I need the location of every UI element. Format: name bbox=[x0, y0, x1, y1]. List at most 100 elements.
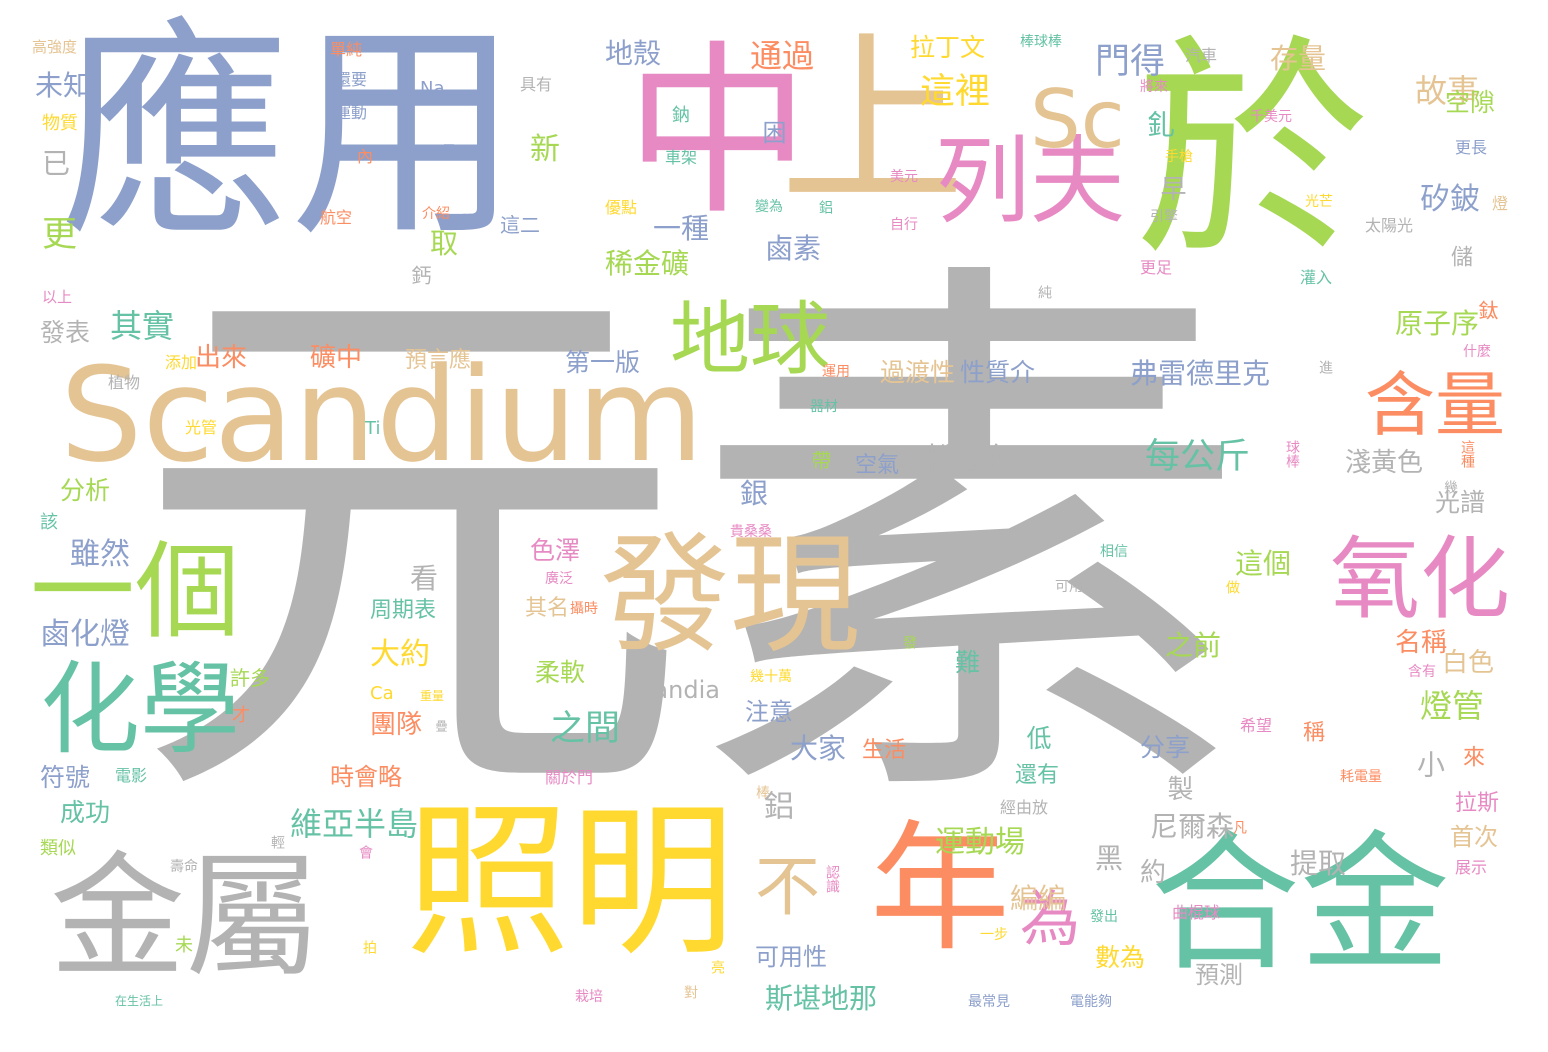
word-9ed1: 黑 bbox=[1095, 842, 1124, 875]
word-98108a0061c9: 預言應 bbox=[405, 348, 472, 373]
word-8a8d8b58: 認識 bbox=[824, 865, 840, 893]
word-592a967d5149: 太陽光 bbox=[1365, 216, 1414, 235]
word-7a7a6c23: 空氣 bbox=[855, 453, 900, 478]
word-95dc65bc9580: 關於門 bbox=[545, 768, 594, 787]
word-51776709: 具有 bbox=[520, 75, 553, 94]
word-na: Na bbox=[420, 78, 445, 99]
word-7b26865f: 符號 bbox=[40, 763, 91, 792]
word-sc: Sc bbox=[1030, 73, 1125, 166]
word-624d: 才 bbox=[229, 705, 250, 723]
word-7d937531653e: 經由放 bbox=[1000, 798, 1049, 817]
word-904b7528: 運用 bbox=[822, 364, 850, 380]
word-91cd91cf: 重量 bbox=[420, 689, 445, 703]
word-767c51fa: 發出 bbox=[1090, 909, 1118, 925]
word-51437d20: 元素 bbox=[130, 219, 1250, 871]
word-53d6: 取 bbox=[430, 227, 459, 260]
word-740368d2: 球棒 bbox=[1284, 440, 1300, 468]
word-90846709: 還有 bbox=[1015, 763, 1060, 788]
word-60278cea4ecb: 性質介 bbox=[960, 358, 1036, 387]
word-51498b5c: 光譜 bbox=[1435, 488, 1486, 517]
word-52066790: 分析 bbox=[60, 476, 111, 505]
word-5c55793a: 展示 bbox=[1455, 858, 1488, 877]
word-540891d1: 合金 bbox=[1150, 818, 1451, 992]
word-65af582a573090a3: 斯堪地那 bbox=[765, 982, 878, 1015]
word-6dfa9ec38272: 淺黃色 bbox=[1345, 448, 1424, 478]
word-505a: 做 bbox=[1224, 580, 1240, 594]
word-901a904e: 通過 bbox=[750, 37, 815, 75]
word-5217592b: 列夫 bbox=[935, 127, 1126, 237]
word-9209: 鈉 bbox=[669, 105, 690, 123]
word-5718968a: 團隊 bbox=[370, 710, 423, 740]
word-4ec09ebc: 什麼 bbox=[1463, 344, 1491, 360]
word-704c5165: 灌入 bbox=[1300, 268, 1333, 287]
word-65e9: 早 bbox=[1156, 175, 1186, 201]
word-70ba: 為 bbox=[1020, 885, 1080, 955]
word-6bcf516c65a4: 每公斤 bbox=[1145, 437, 1251, 477]
word-657870ba: 數為 bbox=[1095, 943, 1146, 972]
word-54c1: 品 bbox=[440, 143, 458, 164]
word-96fb80fd5920: 電能夠 bbox=[1070, 994, 1112, 1010]
word-904b52d5: 運動 bbox=[335, 103, 368, 122]
word-7b2c4e007248: 第一版 bbox=[565, 348, 641, 377]
word-4e0d: 不 bbox=[755, 850, 821, 925]
word-540d7a31: 名稱 bbox=[1395, 628, 1448, 658]
word-72698cea: 物質 bbox=[42, 113, 78, 134]
word-95805f97: 門得 bbox=[1095, 42, 1166, 82]
word-65bc: 於 bbox=[1135, 16, 1370, 289]
word-6ce8610f: 注意 bbox=[745, 698, 793, 726]
word-53437f8e5143: 千美元 bbox=[1250, 109, 1292, 125]
word-767c73fe: 發現 bbox=[600, 519, 861, 671]
word-539f5b505e8f: 原子序 bbox=[1395, 307, 1480, 340]
word-5df2: 已 bbox=[42, 147, 71, 180]
word-822a7a7a: 航空 bbox=[320, 208, 353, 227]
word-5ee36cdb: 廣泛 bbox=[545, 571, 573, 587]
word-96e3: 難 bbox=[955, 648, 981, 677]
word-4eae: 亮 bbox=[709, 960, 725, 974]
word-542b6709: 含有 bbox=[1408, 664, 1436, 680]
word-79264e2d: 礦中 bbox=[310, 343, 363, 373]
word-8eca67b6: 車架 bbox=[665, 148, 698, 167]
word-scandia: Scandia bbox=[625, 676, 720, 704]
word-8cb468516851: 貴桑桑 bbox=[730, 524, 772, 540]
word-5e7e: 幾 bbox=[1442, 480, 1458, 494]
word-56f0: 困 bbox=[758, 120, 786, 144]
word-770b: 看 bbox=[410, 562, 439, 595]
word-92c1: 鋁 bbox=[758, 790, 793, 820]
word-7de87de8: 編編 bbox=[1010, 882, 1067, 915]
word-5e0c671b: 希望 bbox=[1240, 716, 1273, 735]
word-4e4b9593: 之間 bbox=[550, 709, 621, 749]
word-4e0a: 上 bbox=[780, 14, 965, 230]
word-7a7a9699: 空隙 bbox=[1445, 88, 1496, 117]
word-65b0: 新 bbox=[530, 132, 560, 167]
word-96d67136: 雖然 bbox=[70, 537, 130, 572]
word-77fd9239: 矽鈹 bbox=[1420, 182, 1480, 217]
word-751f6d3b: 生活 bbox=[862, 738, 907, 763]
word-92c1: 鋁 bbox=[817, 200, 833, 214]
word-53165b78: 化學 bbox=[40, 651, 240, 768]
word-664267037565: 時會略 bbox=[330, 763, 402, 791]
word-690d7269: 植物 bbox=[108, 373, 141, 392]
word-57306bbc: 地殼 bbox=[605, 37, 662, 70]
word-4e2d: 中 bbox=[625, 24, 810, 240]
word-98106e2c: 預測 bbox=[1195, 961, 1243, 989]
word-91d3: 釓 bbox=[1143, 110, 1176, 138]
word-96fb5f71: 電影 bbox=[115, 766, 148, 785]
word-6210529f: 成功 bbox=[60, 798, 111, 827]
word-5e74: 年 bbox=[870, 808, 1011, 971]
word-51fa4f86: 出來 bbox=[195, 343, 248, 373]
word-91d15c6c: 金屬 bbox=[50, 839, 320, 996]
word-62c965af: 拉斯 bbox=[1455, 791, 1500, 816]
word-904e6e216027: 過渡性 bbox=[880, 358, 956, 387]
word-66f49577: 更長 bbox=[1455, 138, 1488, 157]
word-5132: 儲 bbox=[1447, 245, 1472, 267]
word-512a9ede: 優點 bbox=[605, 198, 638, 217]
word-57307403: 地球 bbox=[670, 293, 830, 386]
word-90194e8c: 這二 bbox=[500, 213, 540, 237]
word-4e006b65: 一步 bbox=[980, 927, 1008, 943]
word-90197a2e: 這種 bbox=[1459, 440, 1475, 468]
word-76f84fe1: 相信 bbox=[1100, 544, 1128, 560]
word-9280: 銀 bbox=[740, 477, 769, 510]
word-5c0d: 對 bbox=[682, 985, 698, 999]
word-4ee54e0a: 以上 bbox=[42, 288, 73, 306]
